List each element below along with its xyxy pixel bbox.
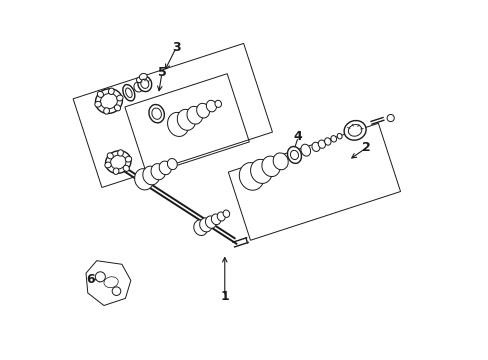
- Ellipse shape: [108, 88, 114, 94]
- Ellipse shape: [287, 147, 301, 163]
- Ellipse shape: [139, 73, 147, 80]
- Ellipse shape: [347, 125, 361, 136]
- Ellipse shape: [205, 216, 216, 228]
- Ellipse shape: [117, 95, 123, 101]
- Ellipse shape: [138, 76, 151, 91]
- Ellipse shape: [250, 159, 271, 183]
- Ellipse shape: [239, 163, 264, 190]
- Ellipse shape: [318, 140, 325, 148]
- Ellipse shape: [177, 109, 195, 130]
- Ellipse shape: [215, 100, 221, 107]
- Ellipse shape: [95, 89, 122, 113]
- Ellipse shape: [122, 85, 135, 101]
- Ellipse shape: [105, 151, 131, 174]
- Ellipse shape: [113, 168, 119, 174]
- Text: 6: 6: [86, 273, 95, 286]
- Ellipse shape: [290, 150, 298, 159]
- Ellipse shape: [125, 156, 131, 162]
- Ellipse shape: [186, 106, 202, 124]
- Ellipse shape: [199, 218, 212, 232]
- Ellipse shape: [223, 210, 229, 217]
- Text: 5: 5: [157, 66, 166, 79]
- Ellipse shape: [159, 161, 171, 175]
- Ellipse shape: [104, 277, 118, 288]
- Ellipse shape: [217, 212, 225, 221]
- Ellipse shape: [211, 214, 221, 225]
- Circle shape: [386, 114, 393, 122]
- Ellipse shape: [196, 103, 209, 118]
- Ellipse shape: [206, 100, 216, 112]
- Text: 3: 3: [172, 41, 180, 54]
- Ellipse shape: [167, 112, 188, 136]
- Ellipse shape: [123, 165, 129, 171]
- Ellipse shape: [300, 144, 310, 156]
- Ellipse shape: [152, 108, 161, 119]
- Ellipse shape: [273, 153, 287, 170]
- Ellipse shape: [193, 220, 207, 235]
- Ellipse shape: [141, 79, 148, 89]
- Ellipse shape: [324, 138, 330, 145]
- Ellipse shape: [344, 121, 366, 140]
- Text: 4: 4: [293, 130, 302, 144]
- Ellipse shape: [103, 108, 109, 114]
- Ellipse shape: [110, 155, 126, 169]
- Polygon shape: [86, 261, 131, 306]
- Ellipse shape: [134, 82, 142, 92]
- Ellipse shape: [311, 142, 319, 152]
- Ellipse shape: [100, 94, 117, 109]
- Ellipse shape: [149, 104, 164, 123]
- Ellipse shape: [134, 168, 153, 190]
- Ellipse shape: [125, 88, 132, 98]
- Ellipse shape: [151, 163, 165, 180]
- Ellipse shape: [337, 134, 341, 139]
- Circle shape: [95, 272, 105, 282]
- Ellipse shape: [330, 136, 336, 142]
- Ellipse shape: [97, 91, 103, 98]
- Ellipse shape: [167, 158, 177, 170]
- Text: 2: 2: [361, 141, 370, 154]
- Ellipse shape: [114, 105, 121, 111]
- Ellipse shape: [136, 77, 142, 83]
- Ellipse shape: [118, 150, 123, 156]
- Ellipse shape: [107, 153, 113, 159]
- Ellipse shape: [142, 166, 159, 185]
- Circle shape: [112, 287, 121, 296]
- Ellipse shape: [104, 162, 111, 168]
- Ellipse shape: [95, 101, 101, 107]
- Ellipse shape: [262, 156, 280, 177]
- Text: 1: 1: [220, 290, 229, 303]
